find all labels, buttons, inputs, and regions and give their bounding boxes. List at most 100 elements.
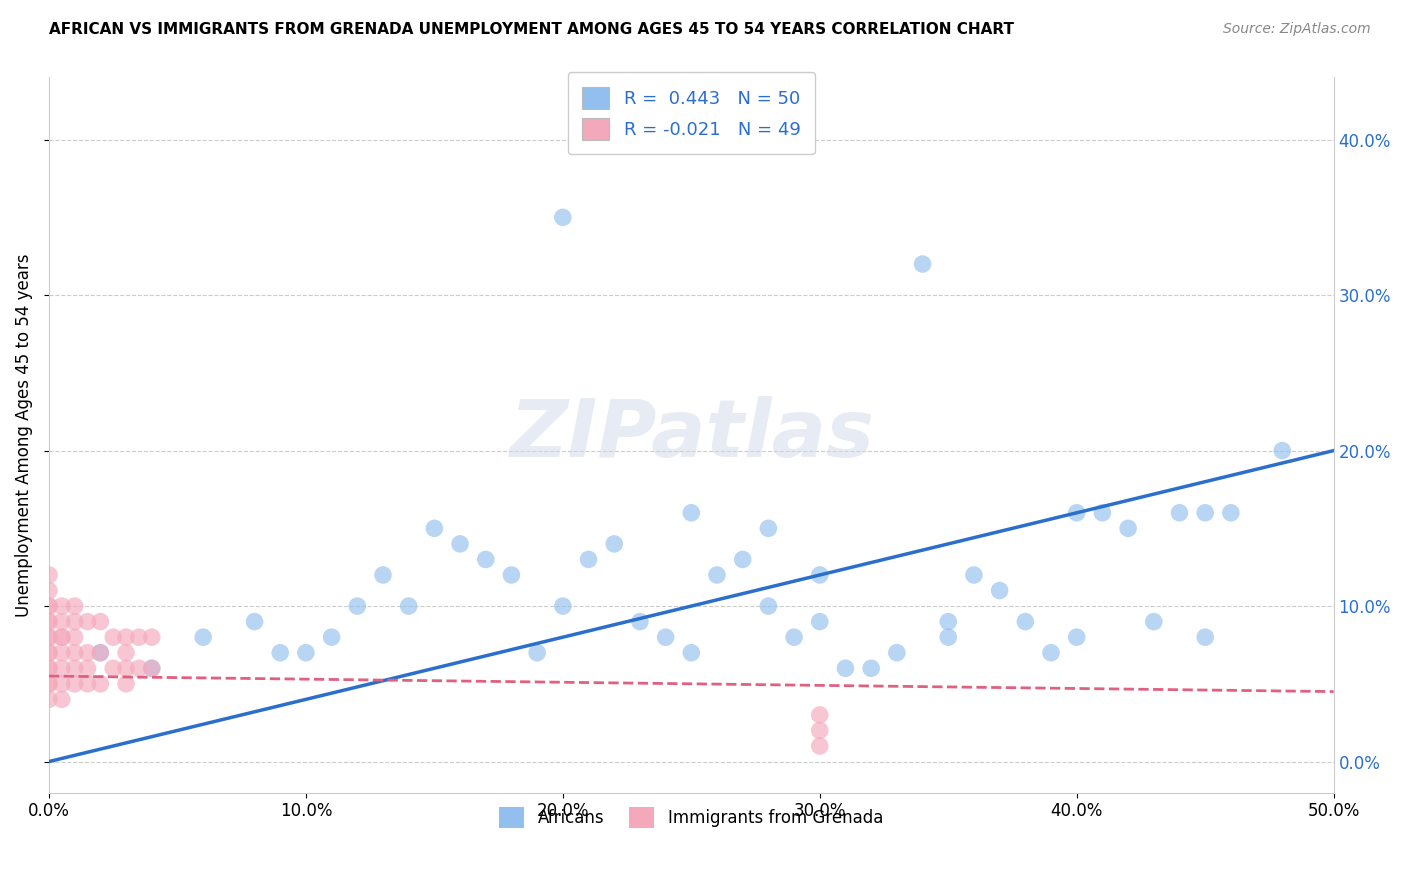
Point	[551, 599, 574, 613]
Text: Source: ZipAtlas.com: Source: ZipAtlas.com	[1223, 22, 1371, 37]
Point	[936, 615, 959, 629]
Point	[51, 677, 73, 691]
Point	[38, 583, 60, 598]
Legend: Africans, Immigrants from Grenada: Africans, Immigrants from Grenada	[494, 801, 890, 834]
Point	[681, 506, 703, 520]
Point	[346, 599, 368, 613]
Y-axis label: Unemployment Among Ages 45 to 54 years: Unemployment Among Ages 45 to 54 years	[15, 253, 32, 616]
Point	[808, 568, 831, 582]
Point	[808, 723, 831, 738]
Point	[103, 661, 125, 675]
Point	[63, 677, 86, 691]
Point	[191, 630, 214, 644]
Point	[38, 661, 60, 675]
Point	[103, 630, 125, 644]
Point	[1219, 506, 1241, 520]
Point	[808, 739, 831, 753]
Point	[243, 615, 266, 629]
Point	[63, 630, 86, 644]
Point	[886, 646, 908, 660]
Point	[76, 615, 98, 629]
Point	[628, 615, 651, 629]
Point	[115, 646, 138, 660]
Point	[63, 599, 86, 613]
Point	[398, 599, 420, 613]
Point	[38, 630, 60, 644]
Point	[51, 646, 73, 660]
Point	[38, 615, 60, 629]
Point	[38, 568, 60, 582]
Point	[1040, 646, 1063, 660]
Point	[38, 692, 60, 706]
Point	[1066, 506, 1088, 520]
Point	[936, 630, 959, 644]
Point	[89, 677, 111, 691]
Point	[963, 568, 986, 582]
Point	[38, 630, 60, 644]
Point	[38, 615, 60, 629]
Point	[501, 568, 523, 582]
Point	[141, 661, 163, 675]
Point	[38, 677, 60, 691]
Point	[474, 552, 496, 566]
Point	[76, 646, 98, 660]
Point	[423, 521, 446, 535]
Point	[526, 646, 548, 660]
Point	[89, 646, 111, 660]
Point	[551, 211, 574, 225]
Point	[38, 599, 60, 613]
Point	[1143, 615, 1166, 629]
Point	[51, 615, 73, 629]
Point	[51, 630, 73, 644]
Point	[51, 630, 73, 644]
Point	[654, 630, 676, 644]
Point	[89, 615, 111, 629]
Point	[141, 661, 163, 675]
Point	[834, 661, 856, 675]
Text: ZIPatlas: ZIPatlas	[509, 396, 873, 474]
Point	[808, 707, 831, 722]
Point	[860, 661, 883, 675]
Point	[38, 661, 60, 675]
Point	[1116, 521, 1139, 535]
Point	[51, 661, 73, 675]
Point	[603, 537, 626, 551]
Point	[38, 646, 60, 660]
Point	[63, 615, 86, 629]
Point	[706, 568, 728, 582]
Point	[141, 630, 163, 644]
Point	[38, 677, 60, 691]
Point	[38, 646, 60, 660]
Point	[1091, 506, 1114, 520]
Point	[89, 646, 111, 660]
Point	[295, 646, 318, 660]
Point	[1066, 630, 1088, 644]
Point	[371, 568, 394, 582]
Point	[269, 646, 291, 660]
Point	[1271, 443, 1294, 458]
Point	[758, 521, 780, 535]
Point	[76, 677, 98, 691]
Point	[115, 677, 138, 691]
Point	[1014, 615, 1036, 629]
Point	[758, 599, 780, 613]
Point	[76, 661, 98, 675]
Point	[115, 630, 138, 644]
Point	[808, 615, 831, 629]
Point	[1168, 506, 1191, 520]
Point	[1194, 630, 1216, 644]
Point	[681, 646, 703, 660]
Point	[578, 552, 600, 566]
Point	[63, 661, 86, 675]
Point	[128, 630, 150, 644]
Point	[1194, 506, 1216, 520]
Point	[321, 630, 343, 644]
Point	[128, 661, 150, 675]
Point	[115, 661, 138, 675]
Point	[988, 583, 1011, 598]
Point	[731, 552, 754, 566]
Point	[449, 537, 471, 551]
Point	[911, 257, 934, 271]
Point	[51, 599, 73, 613]
Point	[51, 692, 73, 706]
